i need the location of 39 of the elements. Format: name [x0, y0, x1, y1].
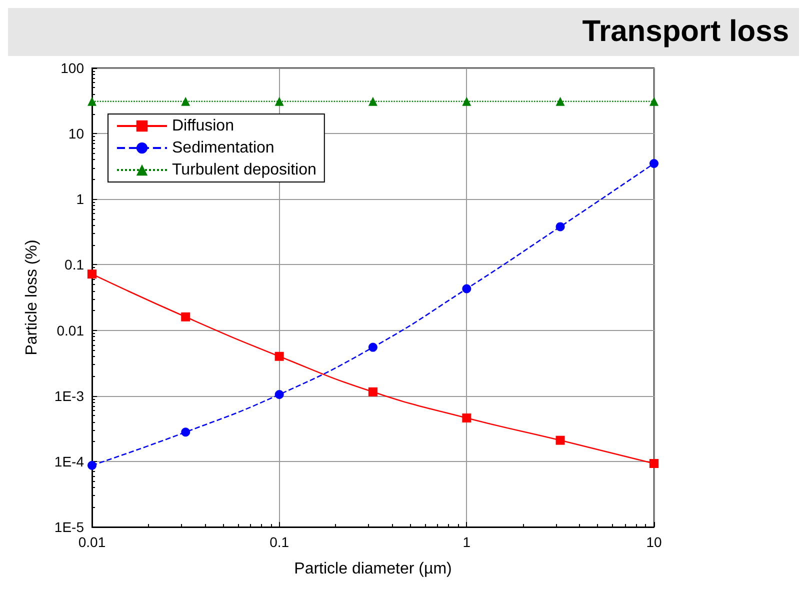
legend-label: Diffusion [172, 118, 234, 134]
x-tick-label: 1 [462, 534, 471, 550]
point [462, 413, 472, 422]
y-tick-label: 1 [76, 191, 84, 208]
point [462, 96, 472, 106]
point [650, 96, 658, 106]
y-tick-label: 1E-4 [54, 453, 84, 470]
point [274, 352, 284, 361]
point [181, 312, 190, 322]
y-axis-title: Particle loss (%) [24, 240, 40, 356]
point [88, 460, 96, 470]
point [556, 436, 565, 445]
x-axis-title: Particle diameter (µm) [294, 560, 452, 578]
point [88, 96, 96, 106]
y-tick-label: 1E-3 [54, 388, 84, 404]
point [650, 458, 658, 468]
point [368, 342, 378, 352]
y-tick-label: 1E-5 [54, 519, 84, 535]
point [556, 222, 565, 232]
point [181, 96, 190, 106]
point [274, 96, 284, 106]
legend-label: Turbulent deposition [172, 162, 316, 178]
y-tick-label: 0.1 [64, 256, 84, 273]
x-tick-label: 0.1 [270, 534, 290, 550]
y-tick-label: 10 [68, 126, 84, 142]
y-tick-label: 0.01 [56, 322, 84, 338]
point [462, 284, 472, 294]
point [556, 96, 565, 106]
chart-title: Transport loss [582, 15, 789, 49]
point [88, 270, 96, 279]
point [368, 96, 378, 106]
point [274, 390, 284, 399]
y-tick-label: 100 [60, 60, 84, 76]
point [181, 428, 190, 437]
point [368, 387, 378, 396]
point [650, 158, 658, 168]
legend-label: Sedimentation [172, 140, 274, 156]
x-tick-label: 0.01 [78, 534, 106, 550]
x-tick-label: 10 [646, 534, 662, 550]
